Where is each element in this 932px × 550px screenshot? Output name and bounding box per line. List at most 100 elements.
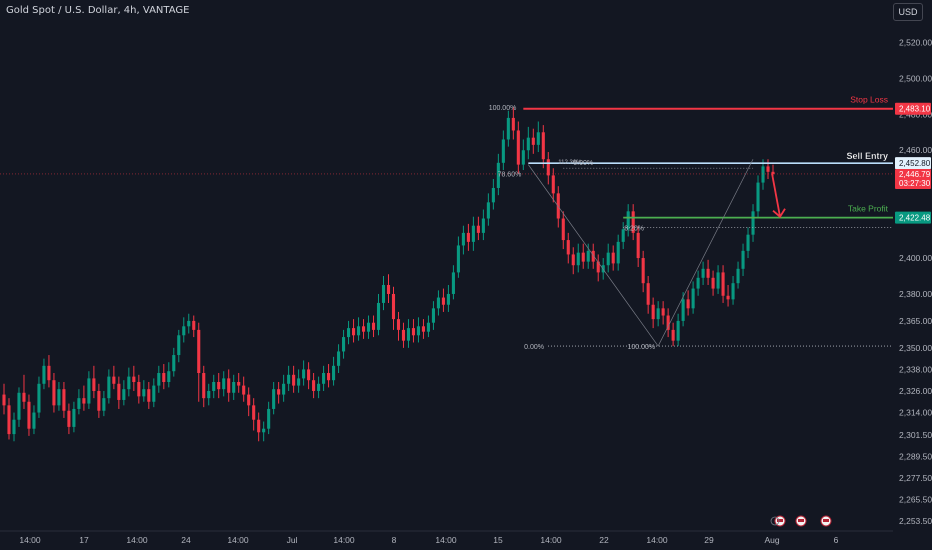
- y-tick-label: 2,460.00: [899, 145, 932, 155]
- price-tag-sell-entry: [895, 157, 931, 170]
- candle-body: [441, 297, 445, 305]
- candle-body: [317, 383, 321, 391]
- candle-body: [621, 229, 625, 242]
- candle-body: [406, 328, 411, 341]
- y-tick-label: 2,277.50: [899, 473, 932, 483]
- candle-body: [376, 302, 381, 330]
- candle-body: [52, 380, 56, 406]
- candle-body: [112, 376, 116, 384]
- candle-body: [391, 293, 396, 320]
- candle-body: [521, 150, 525, 165]
- candle-body: [486, 202, 490, 219]
- candle-body: [676, 320, 680, 341]
- y-tick-label: 2,326.00: [899, 386, 932, 396]
- candle-body: [416, 326, 421, 336]
- candle-body: [32, 412, 36, 429]
- sell-arrow-head: [772, 208, 786, 219]
- sell-entry-label: Sell Entry: [846, 151, 888, 161]
- currency-button[interactable]: USD: [893, 3, 923, 21]
- price-tag-label: 2,483.10: [899, 105, 931, 114]
- candle-body: [97, 390, 101, 411]
- x-tick-label: Aug: [764, 535, 779, 545]
- candle-body: [426, 322, 430, 332]
- candle-body: [282, 383, 286, 395]
- candle-body: [511, 117, 515, 131]
- candle-body: [526, 137, 530, 151]
- price-tag-timer: 03:27:30: [899, 179, 931, 188]
- candle-body: [606, 252, 610, 266]
- event-lightning-icon: [770, 516, 780, 526]
- candle-body: [731, 283, 735, 300]
- candle-body: [356, 326, 361, 336]
- x-tick-label: 14:00: [646, 535, 668, 545]
- x-tick-label: 24: [181, 535, 191, 545]
- x-tick-label: 29: [704, 535, 714, 545]
- candle-body: [27, 401, 31, 429]
- candle-body: [252, 405, 256, 420]
- candle-body: [366, 322, 371, 332]
- price-tag-stop-loss: [895, 102, 931, 115]
- price-tag-label: 2,452.80: [899, 159, 931, 168]
- candle-body: [481, 218, 485, 233]
- x-tick-label: 15: [493, 535, 503, 545]
- candle-body: [421, 326, 426, 332]
- x-tick-label: Jul: [287, 535, 298, 545]
- candle-body: [302, 369, 306, 379]
- x-tick-label: 8: [392, 535, 397, 545]
- fib-left-100: 100.00%: [489, 105, 517, 112]
- candle-body: [566, 240, 570, 255]
- candle-body: [152, 385, 156, 402]
- candle-body: [571, 254, 575, 266]
- candle-body: [57, 389, 61, 406]
- event-flag-stripe: [798, 519, 804, 522]
- candle-body: [137, 381, 141, 397]
- candle-body: [736, 268, 740, 284]
- candle-body: [292, 374, 296, 386]
- candle-body: [327, 373, 331, 381]
- candle-body: [611, 252, 615, 264]
- candle-body: [147, 389, 151, 402]
- candle-body: [436, 297, 440, 309]
- candle-body: [287, 374, 291, 384]
- candle-body: [456, 245, 460, 273]
- y-tick-label: 2,314.00: [899, 408, 932, 418]
- x-tick-label: 14:00: [540, 535, 562, 545]
- candle-body: [696, 277, 700, 289]
- y-tick-label: 2,338.00: [899, 364, 932, 374]
- candle-body: [232, 381, 236, 393]
- candle-body: [267, 408, 271, 429]
- candle-body: [626, 211, 630, 230]
- candle-body: [616, 241, 620, 264]
- candle-body: [237, 381, 241, 386]
- candle-body: [177, 335, 181, 356]
- price-tag-take-profit: [895, 211, 931, 224]
- candle-body: [471, 225, 475, 242]
- y-tick-label: 2,253.50: [899, 516, 932, 526]
- x-tick-label: 14:00: [227, 535, 249, 545]
- candle-body: [401, 329, 406, 341]
- candle-body: [761, 166, 765, 183]
- candle-body: [681, 299, 685, 321]
- candle-body: [506, 117, 510, 140]
- candle-body: [501, 139, 505, 163]
- y-tick-label: 2,350.00: [899, 343, 932, 353]
- candle-body: [72, 408, 76, 427]
- candle-body: [491, 187, 495, 203]
- candle-body: [7, 405, 11, 435]
- y-tick-label: 2,520.00: [899, 37, 932, 47]
- candle-body: [142, 389, 146, 397]
- price-tag-label: 2,446.79: [899, 170, 931, 179]
- candle-body: [247, 394, 251, 406]
- candle-body: [751, 211, 755, 235]
- x-tick-label: 6: [834, 535, 839, 545]
- candle-body: [332, 365, 336, 381]
- candle-body: [222, 378, 226, 390]
- candle-body: [636, 232, 640, 259]
- candle-body: [342, 337, 346, 352]
- candle-body: [212, 381, 216, 391]
- candle-body: [257, 419, 261, 433]
- x-tick-label: 22: [599, 535, 609, 545]
- candle-body: [92, 378, 96, 391]
- candle-body: [197, 329, 201, 374]
